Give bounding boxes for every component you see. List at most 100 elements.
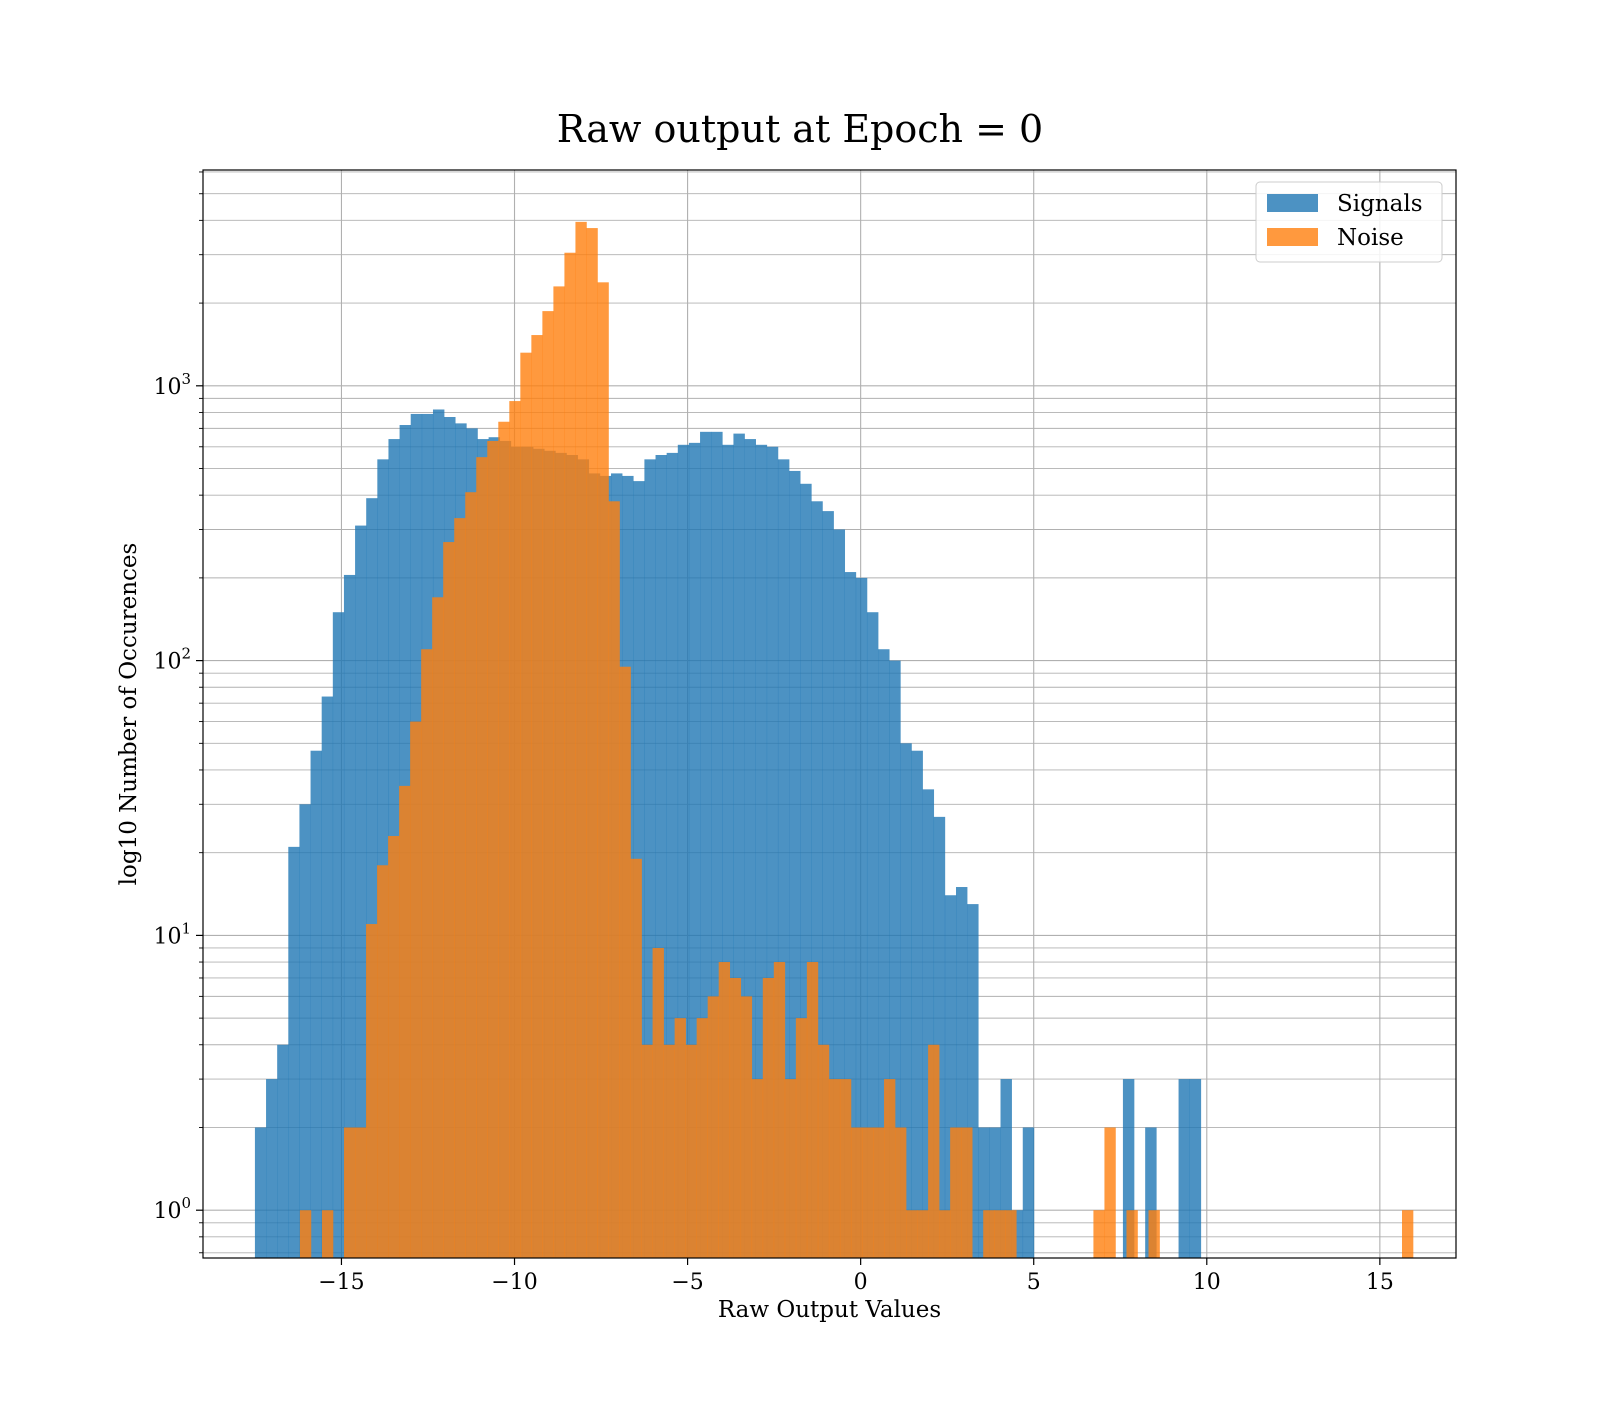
histogram-bar	[939, 1210, 951, 1258]
histogram-bar	[443, 542, 455, 1258]
histogram-bar	[833, 529, 846, 1258]
histogram-bar	[542, 311, 554, 1258]
histogram-bar	[1402, 1210, 1414, 1258]
histogram-bar	[652, 947, 664, 1258]
histogram-bar	[410, 721, 422, 1258]
histogram-bar	[388, 836, 400, 1258]
histogram-bar	[989, 1127, 1001, 1258]
histogram-bar	[806, 962, 819, 1258]
histogram-bar	[299, 804, 311, 1258]
x-tick-label: −15	[318, 1270, 364, 1295]
histogram-bar	[644, 459, 656, 1258]
histogram-bar	[766, 446, 779, 1258]
histogram-bar	[288, 846, 300, 1258]
histogram-bar	[366, 498, 378, 1258]
x-axis-label: Raw Output Values	[718, 1297, 941, 1323]
histogram-bar	[700, 431, 712, 1258]
histogram-bars	[254, 221, 1414, 1259]
histogram-bar	[1000, 1079, 1012, 1258]
histogram-bar	[266, 1079, 278, 1258]
histogram-bar	[498, 421, 510, 1258]
histogram-bar	[465, 492, 477, 1258]
histogram-bar	[789, 470, 801, 1258]
histogram-bar	[777, 459, 790, 1258]
y-tick-label: 102	[153, 645, 191, 675]
histogram-bar	[751, 1079, 764, 1258]
histogram-bar	[1126, 1210, 1138, 1258]
histogram-bar	[722, 444, 734, 1258]
histogram-bar	[866, 612, 879, 1258]
histogram-bar	[994, 1210, 1006, 1258]
histogram-bar	[343, 574, 356, 1258]
histogram-bar	[800, 483, 812, 1259]
histogram-bar	[822, 511, 834, 1258]
histogram-bar	[817, 1044, 830, 1258]
histogram-bar	[688, 442, 701, 1258]
legend-swatch	[1267, 194, 1318, 212]
histogram-bar	[878, 649, 890, 1258]
histogram-bar	[399, 785, 411, 1258]
x-tick-label: −5	[671, 1270, 703, 1295]
histogram-bar	[454, 518, 466, 1258]
histogram-bar	[674, 1018, 686, 1258]
histogram-bar	[586, 228, 598, 1258]
histogram-bar	[299, 1210, 312, 1258]
histogram-bar	[755, 444, 768, 1258]
histogram-bar	[873, 1127, 885, 1258]
histogram-bar	[254, 1127, 267, 1258]
x-tick-label: −10	[491, 1270, 537, 1295]
histogram-bar	[850, 1127, 863, 1258]
histogram-bar	[432, 597, 444, 1258]
histogram-bar	[967, 904, 979, 1258]
histogram-bar	[1104, 1127, 1116, 1258]
histogram-bar	[666, 452, 679, 1258]
histogram-bar	[421, 649, 433, 1258]
histogram-bar	[1005, 1210, 1017, 1258]
histogram-bar	[795, 1018, 808, 1258]
histogram-bar	[855, 577, 868, 1258]
histogram-bar	[696, 1018, 708, 1258]
histogram-bar	[718, 962, 731, 1258]
histogram-bar	[944, 895, 957, 1258]
histogram-bar	[377, 865, 389, 1258]
legend-label: Signals	[1337, 191, 1423, 217]
histogram-bar	[332, 612, 345, 1258]
histogram-bar	[608, 501, 620, 1259]
legend-label: Noise	[1337, 225, 1404, 251]
histogram-bar	[655, 455, 667, 1258]
histogram-bar	[744, 439, 756, 1258]
histogram-bar	[1022, 1127, 1035, 1258]
x-tick-label: 5	[1027, 1270, 1041, 1295]
histogram-bar	[1178, 1079, 1190, 1258]
histogram-bar	[861, 1127, 874, 1258]
histogram-bar	[839, 1079, 852, 1258]
legend-swatch	[1267, 228, 1318, 246]
histogram-bar	[740, 996, 753, 1258]
histogram-bar	[983, 1210, 995, 1258]
histogram-bar	[277, 1044, 289, 1258]
histogram-bar	[1148, 1210, 1160, 1258]
histogram-bar	[844, 572, 857, 1258]
histogram-bar	[677, 444, 690, 1258]
histogram-bar	[922, 789, 935, 1258]
histogram-bar	[933, 816, 946, 1258]
histogram-bar	[961, 1127, 973, 1258]
histogram-bar	[773, 962, 786, 1258]
histogram-bar	[663, 1044, 675, 1258]
histogram-bar	[487, 440, 499, 1258]
histogram-bar	[564, 252, 576, 1259]
histogram-bar	[784, 1079, 797, 1258]
histogram-bar	[685, 1044, 697, 1258]
histogram-bar	[321, 696, 334, 1258]
histogram-bar	[1145, 1127, 1157, 1258]
histogram-bar	[811, 501, 823, 1259]
histogram-bar	[1011, 1210, 1024, 1258]
histogram-bar	[1122, 1079, 1135, 1258]
histogram-bar	[553, 286, 565, 1258]
histogram-bar	[900, 743, 912, 1258]
x-tick-label: 0	[854, 1270, 868, 1295]
histogram-bar	[889, 660, 901, 1258]
y-tick-label: 103	[153, 370, 191, 400]
histogram-bar	[520, 352, 532, 1258]
